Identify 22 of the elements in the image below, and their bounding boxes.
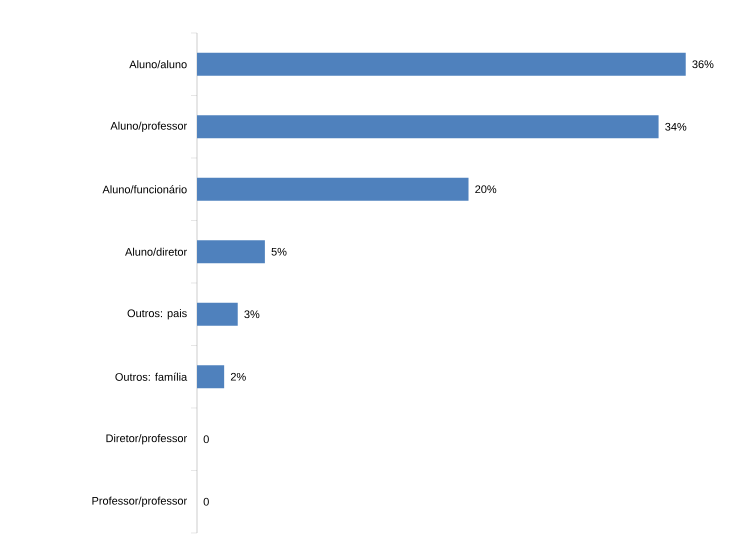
y-tick-label: Aluno/aluno — [129, 60, 187, 68]
y-tick-label: Aluno/diretor — [125, 248, 187, 256]
data-label: 0 — [204, 498, 209, 506]
data-label: 5% — [272, 248, 287, 256]
bar — [197, 115, 659, 138]
bar — [197, 302, 238, 326]
y-tick-label: Diretor/professor — [106, 434, 187, 444]
data-label: 34% — [665, 122, 686, 131]
data-label: 0 — [204, 435, 209, 444]
y-tick-label: Professor/professor — [92, 496, 187, 507]
data-label: 20% — [475, 185, 496, 194]
y-tick-label: Outros: pais — [128, 309, 187, 320]
y-tick-label: Aluno/professor — [110, 122, 187, 132]
data-label: 3% — [244, 310, 260, 318]
bar — [197, 52, 686, 76]
bar — [197, 178, 469, 201]
bar — [197, 240, 265, 264]
y-tick-label: Aluno/funcionário — [102, 185, 187, 194]
bar — [197, 365, 224, 388]
y-tick-label: Outros: família — [115, 372, 188, 381]
data-label: 2% — [230, 372, 246, 381]
data-label: 36% — [692, 60, 714, 68]
